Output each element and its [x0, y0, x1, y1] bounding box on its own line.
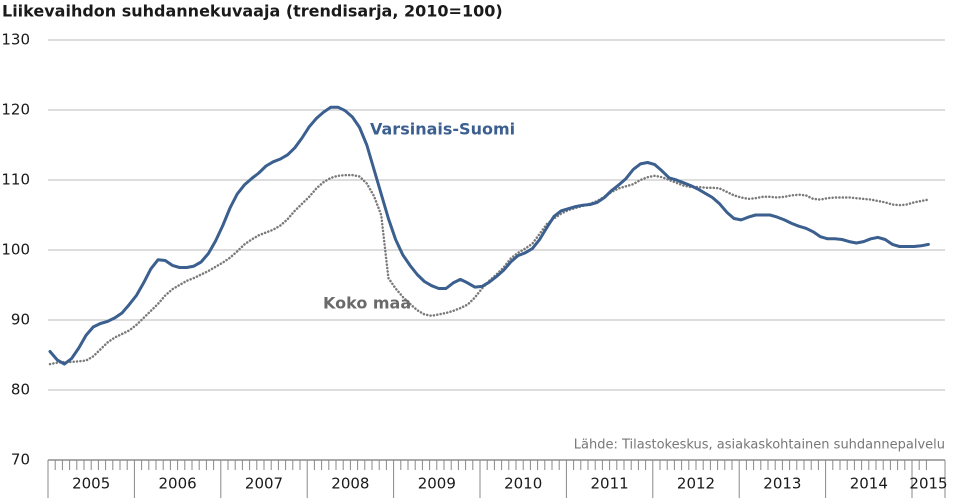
- x-tick-label: 2013: [763, 475, 801, 493]
- x-tick-label: 2014: [850, 475, 888, 493]
- series-line: [48, 173, 930, 366]
- x-tick-label: 2012: [677, 475, 715, 493]
- y-tick-label: 110: [1, 171, 30, 189]
- y-tick-label: 70: [11, 451, 30, 469]
- y-tick-label: 130: [1, 31, 30, 49]
- source: Lähde: Tilastokeskus, asiakaskohtainen s…: [574, 438, 945, 453]
- series-label: Koko maa: [323, 294, 411, 313]
- x-tick-label: 2010: [504, 475, 542, 493]
- x-tick-label: 2005: [72, 475, 110, 493]
- y-tick-label: 90: [11, 311, 30, 329]
- y-tick-label: 80: [11, 381, 30, 399]
- chart-title: Liikevaihdon suhdannekuvaaja (trendisarj…: [2, 2, 503, 21]
- x-tick-label: 2006: [159, 475, 197, 493]
- y-tick-label: 120: [1, 101, 30, 119]
- x-tick-label: 2007: [245, 475, 283, 493]
- x-tick-label: 2008: [331, 475, 369, 493]
- x-tick-label: 2015: [909, 475, 947, 493]
- series-label: Varsinais-Suomi: [370, 120, 515, 139]
- y-tick-label: 100: [1, 241, 30, 259]
- x-tick-label: 2011: [591, 475, 629, 493]
- series-line: [48, 105, 930, 366]
- x-tick-label: 2009: [418, 475, 456, 493]
